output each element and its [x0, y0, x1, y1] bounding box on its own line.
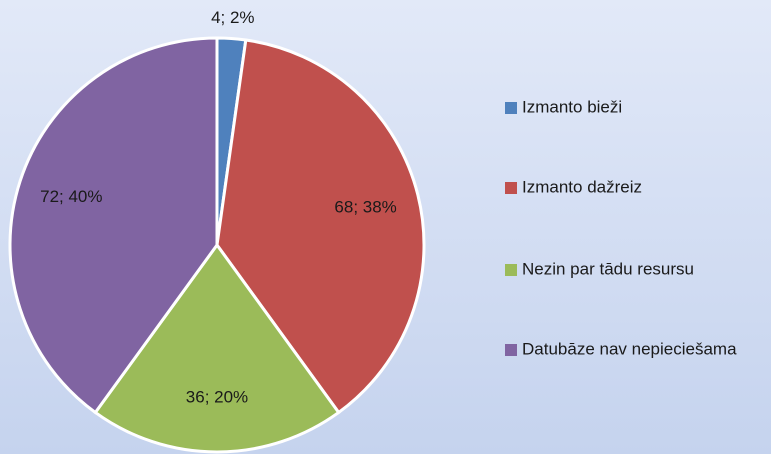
legend-label: Datubāze nav nepieciešama: [522, 339, 737, 358]
legend-swatch: [505, 264, 517, 276]
data-label: 68; 38%: [334, 197, 396, 216]
legend-swatch: [505, 182, 517, 194]
pie-slice: [93, 242, 341, 454]
legend-label: Nezin par tādu resursu: [522, 259, 694, 278]
legend-label: Izmanto bieži: [522, 97, 622, 116]
data-label: 36; 20%: [186, 388, 248, 407]
data-label: 72; 40%: [40, 187, 102, 206]
legend-swatch: [505, 344, 517, 356]
legend-swatch: [505, 102, 517, 114]
pie-slice: [8, 36, 219, 415]
pie-slice: [215, 38, 426, 415]
data-label: 4; 2%: [211, 8, 254, 27]
legend-label: Izmanto dažreiz: [522, 177, 642, 196]
